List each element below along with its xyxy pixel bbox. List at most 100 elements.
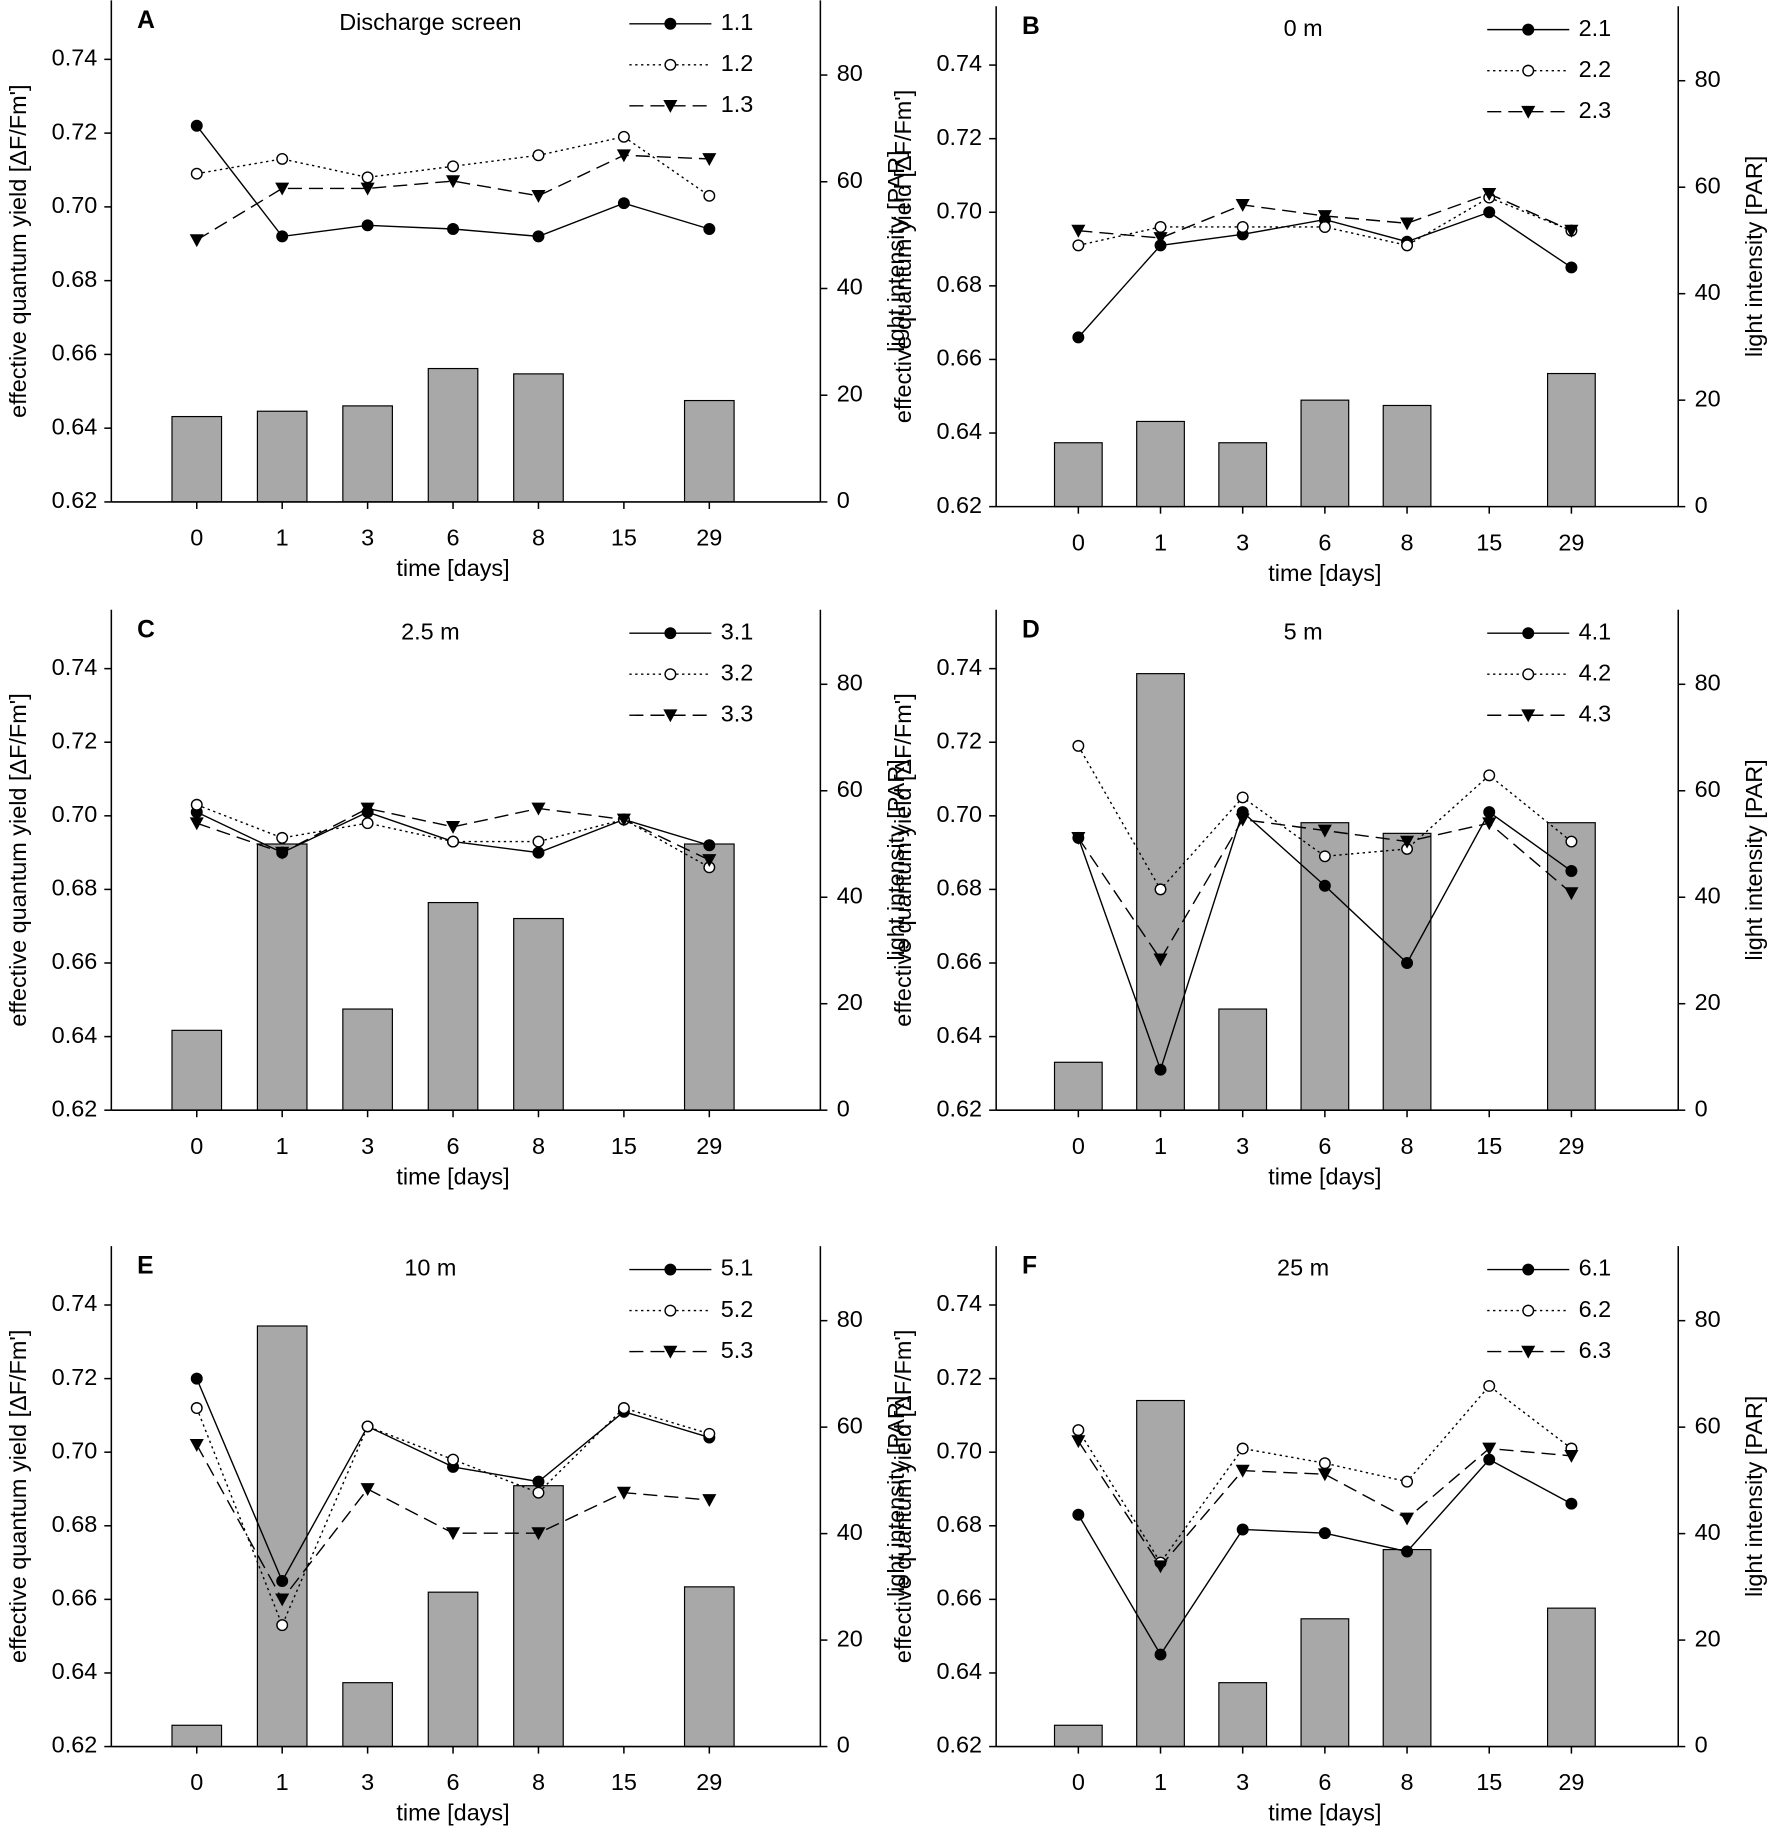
y2-tick-label: 40 [1695,882,1721,908]
y2-tick-label: 80 [1695,1306,1721,1332]
marker [1072,1424,1085,1437]
marker [447,223,460,235]
x-tick-label: 3 [1236,529,1249,555]
bar [513,373,564,503]
x-tick-label: 29 [696,1133,722,1159]
panel-title: 2.5 m [401,618,460,644]
y2-tick-label: 0 [1695,492,1708,518]
marker [1521,1345,1536,1359]
legend-label: 4.3 [1579,700,1612,726]
y-tick-label: 0.62 [937,492,983,518]
bar [1053,1724,1103,1748]
marker [1154,883,1167,896]
x-tick-label: 15 [611,1133,637,1159]
marker [1318,1527,1331,1540]
legend-label: 1.1 [721,9,754,35]
marker [361,1420,374,1433]
bar [683,1586,735,1748]
x-tick-label: 3 [361,1133,374,1159]
y-tick-label: 0.68 [937,271,983,297]
x-tick-label: 8 [532,1133,545,1159]
y-tick-label: 0.74 [52,1290,98,1316]
y-tick-label: 0.62 [52,1732,98,1758]
bar [342,1682,393,1748]
bar [1136,420,1185,508]
legend-label: 3.3 [721,700,754,726]
bar [1546,372,1596,508]
bar [256,1325,308,1748]
y2-axis-label: light intensity [PAR] [883,150,909,351]
marker [1522,1304,1535,1317]
marker [1071,832,1086,845]
panel: 0.62 0.64 0.66 0.68 0.70 0.72 0.74 0 20 40 60 80 0 1 3… [5,1246,909,1826]
panel-label: C [137,616,155,643]
marker [1483,769,1496,782]
y-tick-label: 0.62 [937,1095,983,1121]
y-tick-label: 0.70 [937,197,983,223]
marker [1153,1560,1168,1574]
marker [702,854,717,868]
y-tick-label: 0.74 [52,45,98,71]
y-tick-label: 0.72 [52,1364,98,1390]
bar [171,1029,223,1111]
legend-label: 5.2 [721,1296,754,1322]
marker [1236,1442,1249,1455]
marker [664,1304,677,1317]
bar [171,415,223,503]
marker [532,1475,545,1488]
marker [275,1593,290,1607]
x-tick-label: 0 [190,1769,203,1795]
y2-tick-label: 40 [1695,1519,1721,1545]
y2-tick-label: 60 [837,776,863,802]
marker [702,153,717,166]
y-tick-label: 0.70 [52,192,98,218]
x-tick-label: 15 [1476,529,1502,555]
marker [1072,331,1085,344]
y-axis-label: effective quantum yield [ΔF/Fm'] [5,84,31,417]
x-tick-label: 8 [532,525,545,551]
marker [532,846,545,859]
panel: 0.62 0.64 0.66 0.68 0.70 0.72 0.74 0 20 40 60 80 0 1 3… [890,609,1767,1189]
marker [1522,668,1535,681]
x-tick-label: 8 [1401,1769,1414,1795]
x-axis-label: time [days] [1268,1800,1381,1826]
marker [1564,224,1579,238]
y2-axis-label: light intensity [PAR] [883,759,909,960]
y2-tick-label: 0 [837,487,850,513]
marker [1565,865,1578,877]
y2-tick-label: 20 [837,989,863,1015]
legend-label: 6.1 [1579,1255,1612,1281]
marker [1154,1648,1167,1661]
marker [1564,1450,1579,1463]
marker [361,817,374,830]
x-tick-label: 1 [1154,1769,1167,1795]
bar [256,843,308,1111]
x-tick-label: 3 [361,525,374,551]
x-axis-label: time [days] [1268,560,1381,586]
marker [189,817,204,831]
marker [447,160,460,173]
marker [703,189,716,202]
bar [1300,1618,1350,1748]
x-axis-label: time [days] [396,1800,509,1826]
marker [1400,835,1415,849]
marker [1318,1457,1331,1470]
bar [1382,832,1432,1111]
marker [617,197,630,210]
marker [663,99,678,113]
x-tick-label: 8 [1401,1133,1414,1159]
marker [531,189,546,203]
marker [1318,879,1331,892]
marker [1482,188,1497,201]
marker [1401,239,1414,252]
y2-tick-label: 20 [837,380,863,406]
legend-label: 1.3 [721,91,754,117]
marker [1153,232,1168,246]
bar [683,399,735,503]
y-tick-label: 0.62 [52,487,98,513]
marker [1236,791,1249,804]
marker [275,182,290,196]
marker [532,835,545,848]
y-tick-label: 0.70 [937,801,983,827]
marker [360,1483,375,1497]
